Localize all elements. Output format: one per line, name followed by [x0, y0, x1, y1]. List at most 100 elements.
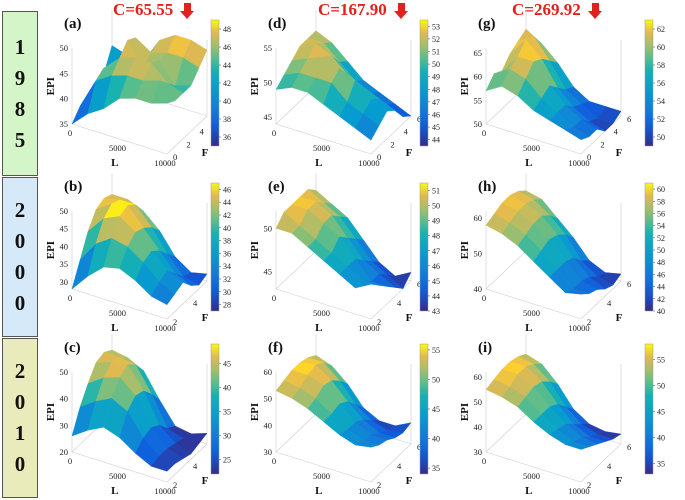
colorbar-tick-label: 53: [432, 22, 440, 31]
panel-label: (c): [64, 340, 81, 356]
z-axis-label: EPI: [249, 77, 261, 95]
colorbar-tick-label: 47: [432, 98, 440, 107]
colorbar-tick-label: 42: [223, 211, 231, 220]
x-axis-label: L: [315, 322, 322, 334]
colorbar-tick-label: 60: [657, 185, 665, 194]
x-axis-label: L: [111, 322, 118, 334]
colorbar-tick-label: 54: [657, 97, 665, 106]
axis-edge: [275, 413, 317, 453]
year-digit: 2: [14, 198, 26, 222]
colorbar-tick-label: 28: [223, 301, 231, 310]
colorbar: [644, 182, 654, 312]
colorbar-tick-label: 52: [432, 35, 440, 44]
x-tick-label: 5000: [109, 143, 126, 153]
colorbar-tick-label: 35: [657, 460, 665, 469]
axis-edge: [275, 288, 372, 320]
surface: [275, 189, 412, 289]
colorbar-tick-label: 40: [223, 383, 231, 392]
colorbar-tick-label: 50: [657, 133, 665, 142]
y-tick-label: 6: [627, 279, 631, 289]
surface-patch: [564, 441, 590, 450]
axis-edge: [166, 443, 208, 483]
surface-panel-b: 50454035300500010000246EPILF(b)464442403…: [45, 173, 231, 334]
y-axis-label: F: [406, 147, 413, 159]
y-tick-label: 4: [614, 127, 619, 137]
colorbar: [644, 19, 654, 147]
x-axis-label: L: [315, 485, 322, 497]
z-tick-label: 60: [474, 372, 483, 382]
year-digit: 2: [14, 359, 26, 383]
y-tick-label: 4: [397, 461, 402, 471]
colorbar-tick-label: 44: [432, 292, 440, 301]
surface-patch: [150, 455, 176, 472]
z-tick-label: 60: [264, 367, 273, 377]
colorbar-tick-label: 52: [657, 115, 665, 124]
z-tick-label: 50: [264, 78, 273, 88]
z-tick-label: 30: [264, 447, 273, 457]
colorbar-tick-label: 48: [432, 85, 440, 94]
y-tick-label: 0: [377, 152, 381, 162]
column-label-c1: C=65.55: [113, 0, 195, 20]
colorbar-tick-label: 43: [432, 307, 440, 316]
z-tick-label: 20: [60, 447, 69, 457]
z-tick-label: 50: [474, 397, 483, 407]
x-axis-label: L: [525, 322, 532, 334]
z-tick-label: 45: [60, 224, 69, 234]
y-tick-label: 6: [417, 114, 421, 124]
colorbar-tick-label: 44: [432, 136, 440, 145]
z-axis-label: EPI: [249, 241, 261, 259]
colorbar-tick-label: 60: [657, 43, 665, 52]
y-tick-label: 4: [607, 461, 612, 471]
colorbar: [210, 343, 220, 475]
colorbar-tick-label: 35: [223, 407, 231, 416]
colorbar-tick-label: 46: [432, 262, 440, 271]
colorbar: [210, 19, 220, 147]
y-axis-label: F: [406, 312, 413, 324]
y-tick-label: 0: [173, 152, 177, 162]
colorbar-tick-label: 46: [223, 185, 231, 194]
z-axis-label: EPI: [249, 403, 261, 421]
column-label-c3: C=269.92: [512, 0, 602, 20]
z-tick-label: 60: [474, 213, 483, 223]
surface-patch: [150, 80, 176, 104]
x-axis-label: L: [111, 485, 118, 497]
year-digit: 5: [14, 127, 26, 152]
colorbar-tick-label: 48: [657, 258, 665, 267]
y-tick-label: 2: [587, 480, 591, 490]
x-tick-label: 0: [272, 293, 276, 303]
colorbar-tick-label: 50: [657, 382, 665, 391]
z-tick-label: 40: [60, 394, 69, 404]
panel-label: (b): [64, 179, 82, 195]
z-tick-label: 55: [474, 95, 483, 105]
y-tick-label: 4: [200, 127, 205, 137]
surface: [71, 194, 208, 306]
x-tick-label: 0: [272, 456, 276, 466]
colorbar-tick-label: 30: [223, 431, 231, 440]
colorbar: [419, 182, 429, 312]
x-tick-label: 10000: [358, 323, 379, 333]
year-digit: 9: [14, 65, 26, 90]
y-tick-label: 2: [377, 480, 381, 490]
z-tick-label: 35: [60, 119, 69, 129]
axis-edge: [485, 451, 582, 483]
year-digit: 0: [14, 291, 26, 315]
colorbar-tick-label: 56: [657, 209, 665, 218]
y-axis-label: F: [616, 312, 623, 324]
axis-edge: [166, 280, 208, 320]
colorbar-tick-label: 44: [223, 61, 231, 70]
z-axis-label: EPI: [459, 403, 471, 421]
colorbar-tick-label: 58: [657, 61, 665, 70]
z-axis-label: EPI: [45, 403, 57, 421]
colorbar-tick-label: 44: [657, 283, 665, 292]
y-tick-label: 4: [397, 298, 402, 308]
surface-patch: [150, 281, 176, 306]
colorbar-tick-label: 49: [432, 73, 440, 82]
colorbar-tick-label: 51: [432, 187, 440, 196]
x-tick-label: 10000: [358, 158, 379, 168]
